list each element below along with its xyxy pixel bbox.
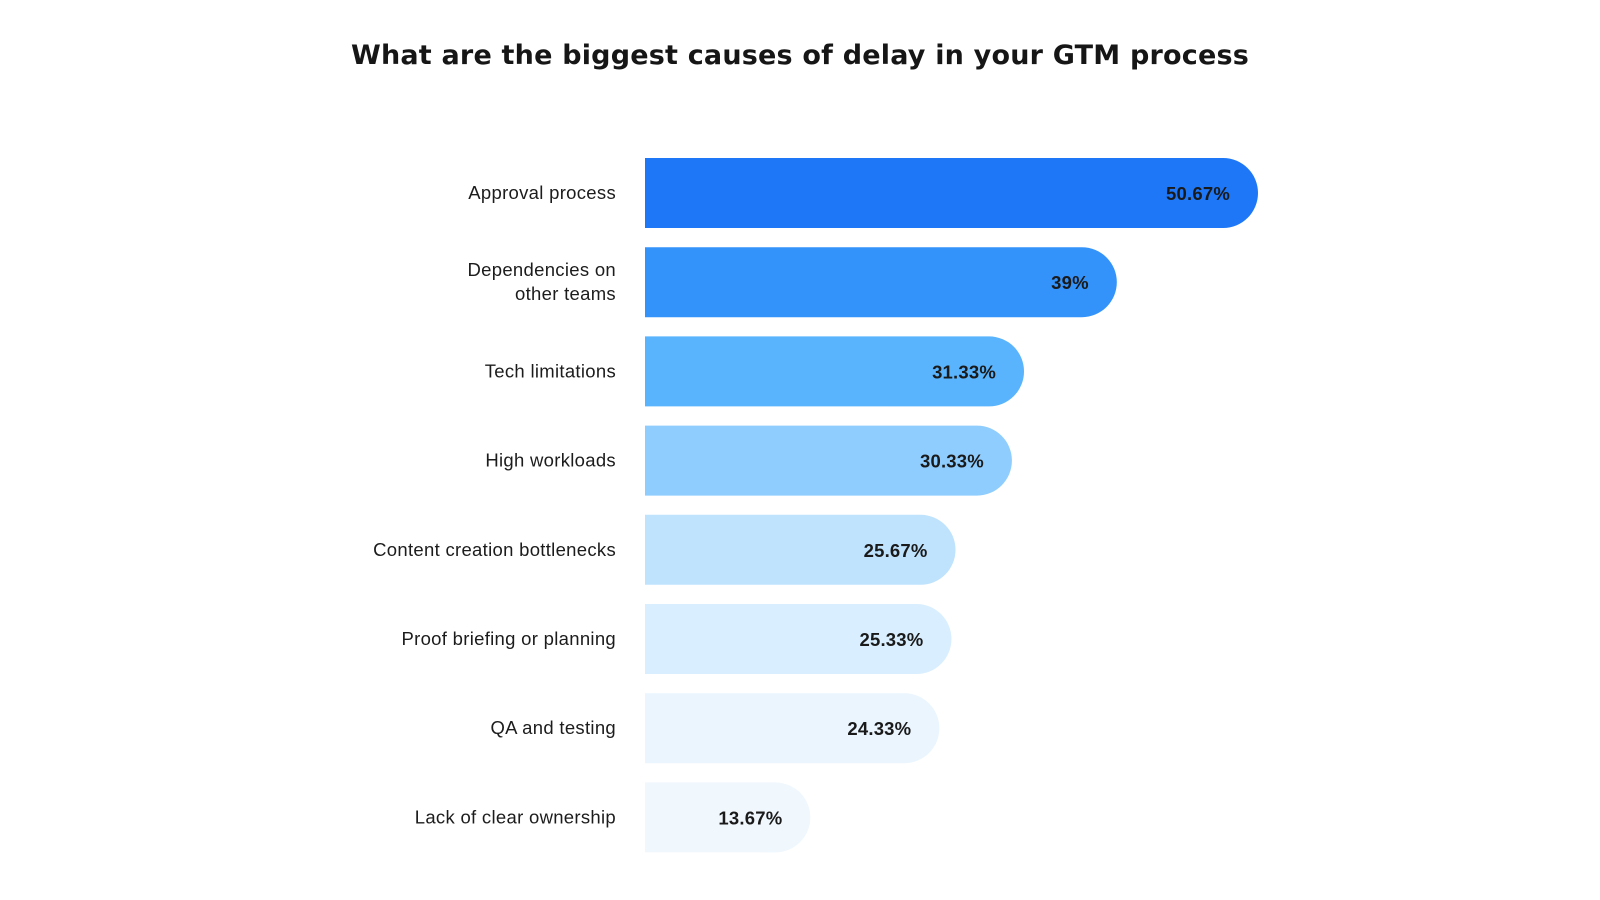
value-label-5: 25.67% <box>864 540 928 561</box>
category-label-line: Dependencies on <box>468 259 617 280</box>
bar-2 <box>645 247 1117 318</box>
category-label-7: QA and testing <box>490 717 616 738</box>
bar-4 <box>645 425 1012 496</box>
value-label-4: 30.33% <box>920 451 984 472</box>
category-label-4: High workloads <box>485 450 616 471</box>
value-label-8: 13.67% <box>718 807 782 828</box>
category-label-line: Approval process <box>468 182 616 203</box>
bar-8 <box>645 782 811 853</box>
bar-3 <box>645 336 1025 407</box>
value-label-1: 50.67% <box>1166 183 1230 204</box>
category-label-line: QA and testing <box>490 717 616 738</box>
category-label-1: Approval process <box>468 182 616 203</box>
category-label-line: Content creation bottlenecks <box>373 539 616 560</box>
category-label-8: Lack of clear ownership <box>415 806 616 827</box>
category-label-3: Tech limitations <box>485 360 616 381</box>
chart-title: What are the biggest causes of delay in … <box>350 40 1249 71</box>
category-label-line: Lack of clear ownership <box>415 806 616 827</box>
bar-7 <box>645 693 940 764</box>
category-label-line: High workloads <box>485 450 616 471</box>
bar-6 <box>645 604 952 674</box>
value-label-2: 39% <box>1051 272 1089 293</box>
bar-5 <box>645 514 956 585</box>
value-label-3: 31.33% <box>932 361 996 382</box>
category-label-5: Content creation bottlenecks <box>373 539 616 560</box>
category-label-line: Proof briefing or planning <box>401 628 616 649</box>
value-label-7: 24.33% <box>847 718 911 739</box>
category-label-2: Dependencies on other teams <box>468 259 617 304</box>
category-label-line: Tech limitations <box>485 360 616 381</box>
bar-1 <box>645 158 1258 228</box>
value-label-6: 25.33% <box>859 629 923 650</box>
category-label-line: other teams <box>515 283 616 304</box>
category-label-6: Proof briefing or planning <box>401 628 616 649</box>
